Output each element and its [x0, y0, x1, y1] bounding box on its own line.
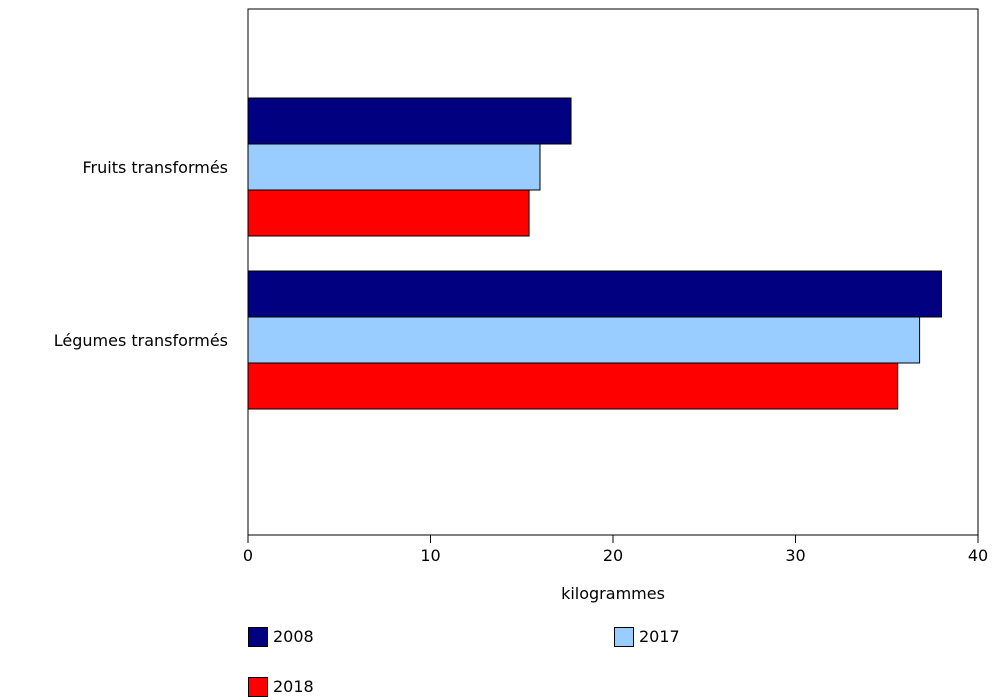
x-axis-ticks: 0 10 20 30 40: [243, 535, 988, 565]
bar-2017-1: [247, 316, 921, 364]
x-tick-label: 20: [603, 546, 623, 565]
legend-label-2008: 2008: [273, 627, 314, 646]
category-label: Fruits transformés: [82, 158, 228, 177]
x-tick-label: 0: [243, 546, 253, 565]
x-tick-label: 40: [968, 546, 988, 565]
legend: 2008 2017 2018: [248, 627, 948, 700]
legend-swatch-2008: [248, 627, 268, 647]
bar-2017-0: [247, 143, 541, 191]
category-labels: Fruits transformés Légumes transformés: [54, 158, 228, 350]
bar-2008-0: [247, 97, 572, 145]
legend-label-2017: 2017: [639, 627, 680, 646]
x-tick-label: 30: [785, 546, 805, 565]
bar-2018-0: [247, 189, 530, 237]
legend-swatch-2017: [614, 627, 634, 647]
bar-2018-1: [247, 362, 899, 410]
legend-swatch-2018: [248, 677, 268, 697]
legend-item-2018: 2018: [248, 677, 314, 697]
x-tick-label: 10: [420, 546, 440, 565]
bars-group: [247, 97, 942, 410]
legend-item-2008: 2008: [248, 627, 314, 647]
legend-item-2017: 2017: [614, 627, 680, 647]
legend-label-2018: 2018: [273, 677, 314, 696]
category-label: Légumes transformés: [54, 331, 228, 350]
bar-2008-1: [247, 270, 942, 318]
x-axis-title: kilogrammes: [561, 584, 665, 603]
chart: Fruits transformés Légumes transformés 0 1…: [54, 8, 988, 603]
